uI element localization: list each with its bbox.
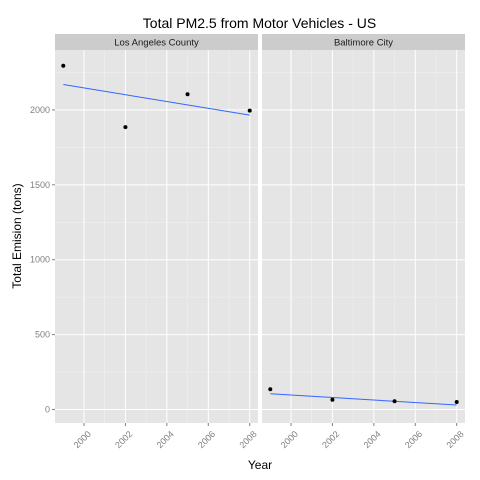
data-point	[268, 387, 273, 392]
data-point	[61, 63, 66, 68]
data-point	[330, 397, 335, 402]
strip-label-los-angeles: Los Angeles County	[114, 38, 199, 49]
plot-area-baltimore	[262, 50, 465, 423]
x-axis-title: Year	[248, 458, 272, 472]
x-tick-label: 2000	[72, 429, 93, 450]
x-tick-label: 2004	[155, 429, 176, 450]
y-tick-label: 500	[35, 330, 50, 340]
x-tick-label: 2006	[403, 429, 424, 450]
x-tick-label: 2002	[320, 429, 341, 450]
strip-los-angeles	[55, 34, 258, 50]
strip-baltimore	[262, 34, 465, 50]
x-axis-los-angeles: 2000 2002 2004 2006 2008	[72, 423, 259, 450]
data-point	[247, 108, 252, 113]
y-tick-label: 2000	[30, 105, 50, 115]
x-tick-label: 2008	[444, 429, 465, 450]
x-tick-label: 2000	[279, 429, 300, 450]
y-tick-label: 1500	[30, 180, 50, 190]
x-tick-label: 2004	[362, 429, 383, 450]
y-axis-title: Total Emision (tons)	[10, 183, 24, 288]
data-point	[454, 400, 459, 405]
points-baltimore	[268, 387, 459, 405]
data-point	[392, 399, 397, 404]
x-tick-label: 2002	[113, 429, 134, 450]
trend-line-baltimore	[270, 393, 457, 406]
x-tick-label: 2008	[237, 429, 258, 450]
panel-los-angeles: Los Angeles County	[55, 34, 258, 423]
chart-title: Total PM2.5 from Motor Vehicles - US	[143, 15, 376, 31]
strip-label-baltimore: Baltimore City	[334, 38, 393, 49]
x-axis-baltimore: 2000 2002 2004 2006 2008	[279, 423, 466, 450]
y-tick-label: 0	[45, 405, 50, 415]
grid-los-angeles	[55, 50, 258, 423]
x-tick-label: 2006	[196, 429, 217, 450]
data-point	[123, 125, 128, 130]
y-tick-label: 1000	[30, 255, 50, 265]
plot-area-los-angeles	[55, 50, 258, 423]
grid-baltimore	[262, 50, 465, 423]
y-axis: 0 500 1000 1500 2000	[30, 105, 55, 415]
data-point	[185, 92, 190, 97]
trend-line-los-angeles	[63, 83, 250, 116]
panel-baltimore: Baltimore City	[262, 34, 465, 423]
points-los-angeles	[61, 63, 252, 130]
